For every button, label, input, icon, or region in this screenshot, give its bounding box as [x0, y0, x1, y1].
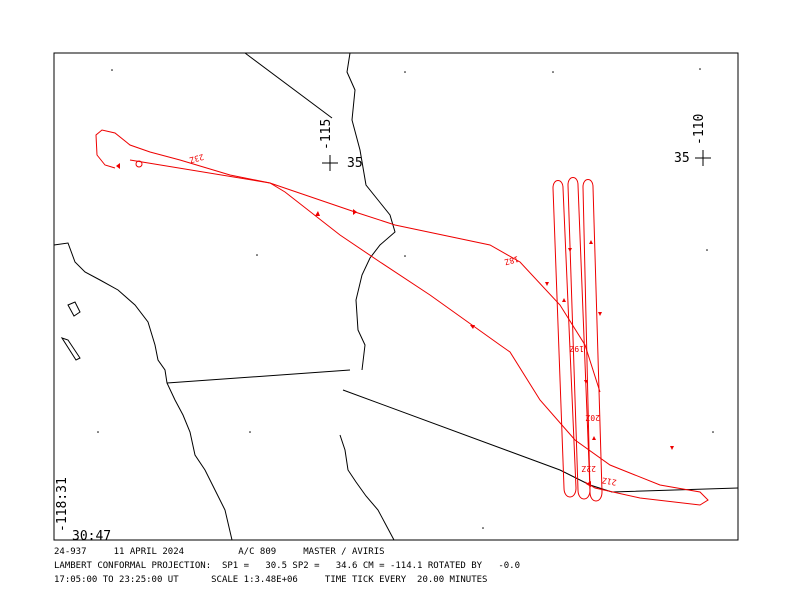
- grid-lat-label: 35: [347, 156, 363, 171]
- time-tick: 22Z: [581, 464, 596, 473]
- grid-dots: [97, 68, 714, 529]
- time-tick: 20Z: [585, 413, 600, 422]
- corner-latitude: 30:47: [72, 529, 111, 544]
- footer-line: 17:05:00 TO 23:25:00 UT SCALE 1:3.48E+06…: [54, 575, 487, 585]
- corner-longitude: -118:31: [55, 477, 70, 532]
- grid-crosses: [322, 150, 711, 171]
- direction-arrows: [116, 163, 674, 487]
- coastlines: [53, 52, 739, 541]
- footer-line: LAMBERT CONFORMAL PROJECTION: SP1 = 30.5…: [54, 561, 520, 571]
- grid-lon-label: -110: [692, 114, 707, 145]
- grid-lat-label: 35: [674, 151, 690, 166]
- map-frame: [53, 52, 739, 541]
- grid-lon-label: -115: [319, 119, 334, 150]
- time-tick: 19Z: [569, 344, 584, 353]
- footer-line: 24-937 11 APRIL 2024 A/C 809 MASTER / AV…: [54, 547, 385, 557]
- time-tick: 21Z: [601, 475, 617, 486]
- time-tick: 23Z: [188, 152, 204, 164]
- time-tick: 18Z: [503, 254, 519, 266]
- flight-track: [95, 129, 709, 506]
